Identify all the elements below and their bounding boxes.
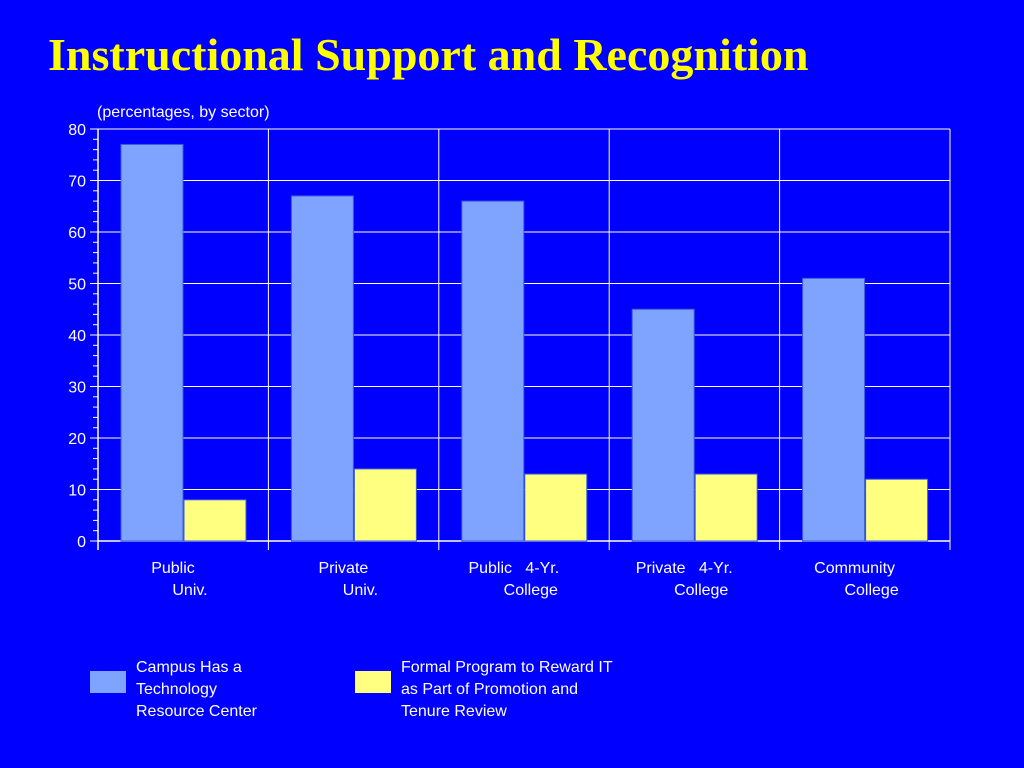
- y-tick-label: 60: [68, 225, 86, 242]
- bar-series-2: [865, 478, 929, 542]
- legend-label-1: Campus Has a Technology Resource Center: [136, 659, 257, 720]
- chart-subtitle: (percentages, by sector): [97, 104, 270, 121]
- bar-series-2: [694, 473, 758, 542]
- x-tick-label: Public 4-Yr.: [468, 560, 559, 577]
- x-tick-label: Univ.: [172, 582, 207, 599]
- x-tick-label: Private 4-Yr.: [636, 560, 733, 577]
- x-tick-label: College: [844, 582, 898, 599]
- x-tick-label: College: [504, 582, 558, 599]
- x-tick-label: Community: [814, 560, 895, 577]
- bar-series-1: [631, 308, 695, 542]
- y-tick-label: 70: [68, 174, 86, 191]
- bar-series-1: [802, 277, 866, 542]
- y-tick-label: 20: [68, 431, 86, 448]
- bar-series-1: [290, 195, 354, 542]
- y-tick-label: 30: [68, 380, 86, 397]
- legend-swatch-2: [355, 671, 391, 693]
- x-tick-label: Private: [319, 560, 369, 577]
- bar-series-1: [461, 200, 525, 542]
- x-tick-label: College: [674, 582, 728, 599]
- bar-series-2: [524, 473, 588, 542]
- bar-series-2: [353, 468, 417, 542]
- x-tick-label: Univ.: [343, 582, 378, 599]
- bar-series-2: [183, 499, 247, 542]
- y-tick-label: 80: [68, 122, 86, 139]
- chart-title: Instructional Support and Recognition: [48, 29, 809, 80]
- x-tick-label: Public: [151, 560, 195, 577]
- bar-series-1: [120, 143, 184, 542]
- legend-label-2: Formal Program to Reward IT as Part of P…: [401, 659, 613, 720]
- legend-swatch-1: [90, 671, 126, 693]
- y-tick-label: 50: [68, 277, 86, 294]
- y-tick-label: 0: [77, 534, 86, 551]
- y-tick-label: 40: [68, 328, 86, 345]
- y-tick-label: 10: [68, 483, 86, 500]
